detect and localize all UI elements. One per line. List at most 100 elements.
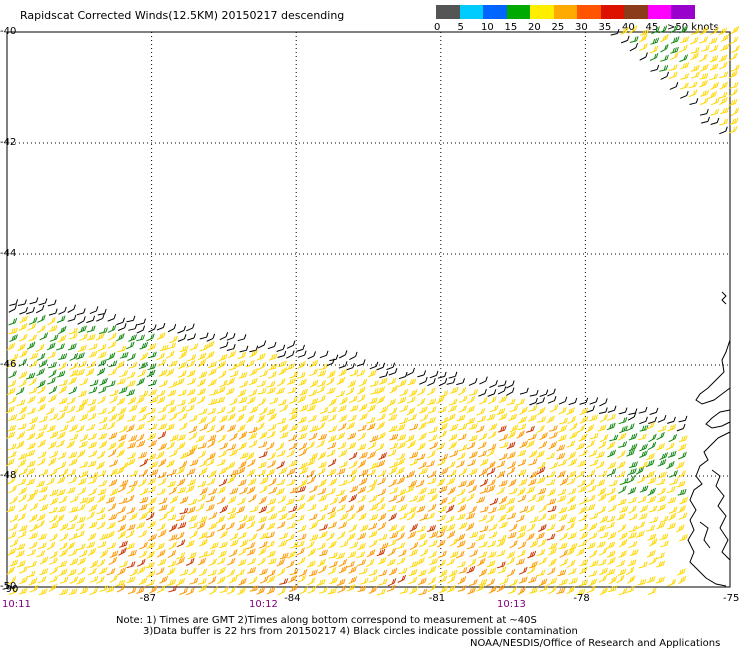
wind-barb bbox=[396, 457, 406, 466]
wind-barb bbox=[48, 583, 57, 592]
wind-barb bbox=[178, 361, 187, 370]
wind-barb bbox=[406, 396, 416, 404]
wind-barb bbox=[269, 397, 279, 405]
wind-barb bbox=[189, 459, 199, 467]
wind-barb bbox=[156, 585, 166, 594]
wind-barb bbox=[279, 552, 289, 560]
wind-barb bbox=[69, 353, 79, 361]
wind-barb bbox=[599, 567, 608, 576]
wind-barb bbox=[536, 569, 546, 577]
wind-barb bbox=[38, 486, 48, 493]
wind-barb bbox=[277, 360, 287, 368]
wind-barb bbox=[666, 522, 676, 530]
wind-barb bbox=[466, 441, 476, 450]
wind-barb bbox=[77, 360, 87, 368]
wind-barb bbox=[79, 470, 89, 478]
wind-barb bbox=[57, 334, 67, 343]
wind-barb bbox=[68, 451, 78, 459]
wind-barb bbox=[619, 531, 628, 540]
wind-barb bbox=[567, 495, 576, 504]
wind-barb bbox=[368, 522, 378, 531]
wind-barb bbox=[199, 332, 209, 340]
wind-barb bbox=[538, 504, 548, 513]
wind-barb bbox=[9, 299, 19, 306]
wind-barb bbox=[548, 542, 558, 550]
wind-barb bbox=[457, 576, 467, 585]
wind-barb bbox=[647, 487, 656, 496]
wind-barb bbox=[298, 462, 308, 470]
wind-barb bbox=[646, 549, 656, 558]
wind-barb bbox=[18, 493, 27, 503]
wind-barb bbox=[219, 530, 228, 539]
wind-barb bbox=[218, 370, 227, 379]
wind-barb bbox=[197, 358, 207, 368]
wind-barb bbox=[515, 558, 525, 565]
wind-barb bbox=[76, 543, 86, 551]
wind-barb bbox=[126, 315, 136, 323]
wind-barb bbox=[307, 577, 316, 586]
wind-barb bbox=[589, 512, 599, 520]
wind-barb bbox=[335, 489, 345, 497]
wind-barb bbox=[456, 533, 466, 542]
wind-barb bbox=[345, 560, 355, 568]
wind-barb bbox=[218, 353, 228, 362]
wind-barb bbox=[699, 53, 708, 62]
wind-barb bbox=[379, 542, 389, 550]
wind-barb bbox=[649, 52, 659, 61]
wind-barb bbox=[557, 495, 567, 503]
wind-barb bbox=[17, 512, 26, 522]
wind-barb bbox=[408, 480, 417, 488]
wind-barb bbox=[418, 588, 428, 596]
wind-barb bbox=[607, 405, 617, 413]
wind-barb bbox=[268, 412, 277, 422]
wind-barb bbox=[119, 425, 128, 434]
wind-barb bbox=[255, 422, 265, 431]
wind-barb bbox=[69, 506, 78, 513]
wind-barb bbox=[517, 458, 527, 467]
wind-barbs-light bbox=[8, 28, 728, 432]
wind-barb bbox=[297, 524, 307, 533]
wind-barb bbox=[58, 325, 67, 335]
wind-barb bbox=[359, 468, 369, 477]
wind-barb bbox=[78, 325, 87, 334]
wind-barb bbox=[26, 460, 36, 468]
wind-barb bbox=[699, 89, 709, 97]
wind-barb bbox=[419, 548, 429, 557]
wind-barb bbox=[226, 461, 236, 470]
wind-barb bbox=[199, 538, 208, 547]
wind-barb bbox=[536, 416, 546, 423]
wind-barb bbox=[447, 584, 456, 593]
wind-barb bbox=[635, 466, 645, 475]
wind-barb bbox=[579, 523, 589, 532]
wind-barb bbox=[48, 308, 58, 316]
wind-barb bbox=[607, 449, 616, 458]
wind-barb bbox=[447, 575, 456, 584]
wind-barb bbox=[566, 522, 575, 531]
wind-barb bbox=[48, 325, 58, 332]
wind-barb bbox=[147, 343, 157, 351]
wind-barb bbox=[56, 439, 65, 448]
wind-barb bbox=[96, 461, 105, 470]
wind-barb bbox=[496, 549, 506, 557]
wind-barb bbox=[657, 495, 667, 503]
wind-barb bbox=[369, 435, 379, 443]
wind-barb bbox=[348, 468, 358, 477]
wind-barb bbox=[257, 469, 266, 477]
wind-barb bbox=[506, 551, 516, 559]
wind-barb bbox=[178, 370, 187, 378]
wind-barb bbox=[158, 406, 167, 414]
wind-barb bbox=[568, 458, 578, 467]
legend-label: 5 bbox=[457, 22, 464, 33]
wind-barb bbox=[576, 588, 586, 596]
wind-barb bbox=[468, 579, 478, 587]
wind-barb bbox=[328, 398, 337, 407]
wind-barb bbox=[518, 566, 528, 575]
wind-barb bbox=[669, 470, 678, 478]
wind-barb bbox=[506, 497, 516, 505]
wind-barb bbox=[478, 578, 488, 586]
wind-barb bbox=[37, 314, 46, 323]
wind-barb bbox=[188, 498, 198, 506]
wind-barb bbox=[257, 557, 266, 566]
wind-barb bbox=[167, 342, 176, 350]
wind-barb bbox=[597, 487, 607, 496]
